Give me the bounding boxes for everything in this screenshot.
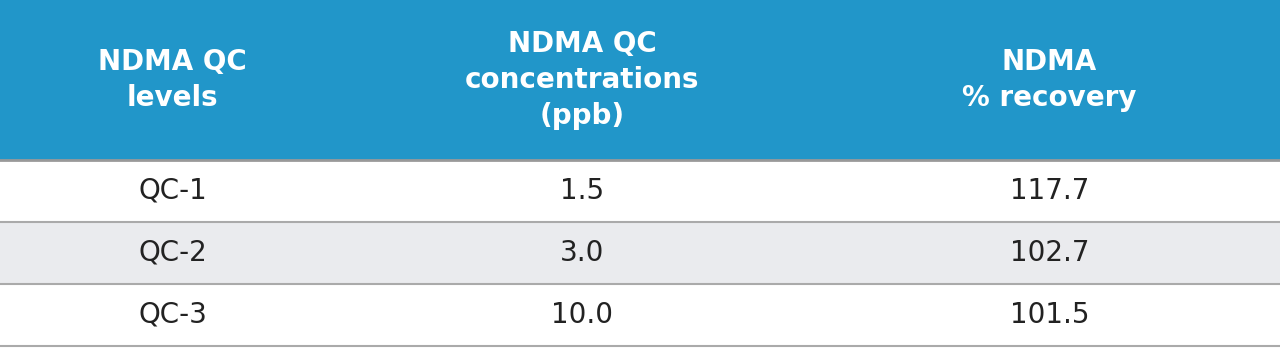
Bar: [346, 222, 819, 284]
Bar: [346, 284, 819, 346]
Text: QC-1: QC-1: [138, 177, 207, 205]
Text: 102.7: 102.7: [1010, 239, 1089, 267]
Bar: [819, 0, 1280, 160]
Text: 10.0: 10.0: [552, 301, 613, 329]
Text: NDMA QC
concentrations
(ppb): NDMA QC concentrations (ppb): [465, 30, 700, 130]
Text: NDMA
% recovery: NDMA % recovery: [963, 48, 1137, 112]
Text: 3.0: 3.0: [561, 239, 604, 267]
Bar: [0, 284, 346, 346]
Text: QC-3: QC-3: [138, 301, 207, 329]
Bar: [0, 222, 346, 284]
Text: 1.5: 1.5: [561, 177, 604, 205]
Bar: [0, 160, 346, 222]
Text: QC-2: QC-2: [138, 239, 207, 267]
Bar: [346, 0, 819, 160]
Text: NDMA QC
levels: NDMA QC levels: [99, 48, 247, 112]
Bar: [819, 284, 1280, 346]
Bar: [346, 160, 819, 222]
Text: 117.7: 117.7: [1010, 177, 1089, 205]
Bar: [819, 160, 1280, 222]
Bar: [0, 0, 346, 160]
Bar: [819, 222, 1280, 284]
Text: 101.5: 101.5: [1010, 301, 1089, 329]
